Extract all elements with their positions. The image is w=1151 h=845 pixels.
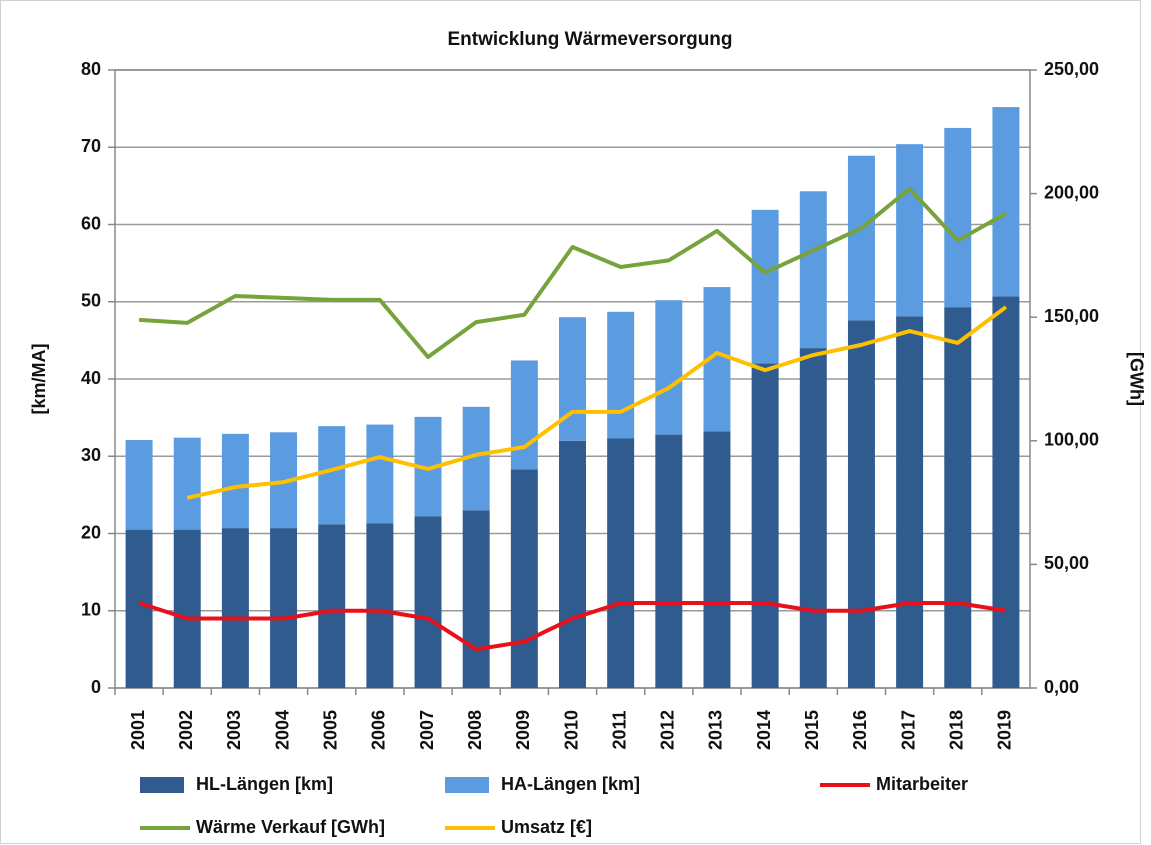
x-tick-label: 2011 <box>609 710 629 749</box>
bar-segment <box>847 320 875 688</box>
bar-segment <box>655 300 683 435</box>
bar-segment <box>510 469 538 688</box>
bar-segment <box>125 440 153 530</box>
x-tick-label: 2006 <box>369 710 389 750</box>
bar-segment <box>221 433 249 529</box>
x-tick-label: 2009 <box>513 710 533 750</box>
y2-axis-label: [GWh] <box>1126 352 1146 406</box>
bar-segment <box>510 360 538 470</box>
bar-segment <box>847 155 875 321</box>
x-tick-label: 2008 <box>465 710 485 750</box>
bar-segment <box>896 144 924 317</box>
legend-label: HL-Längen [km] <box>196 774 333 794</box>
bar-segment <box>366 523 394 688</box>
x-tick-label: 2012 <box>658 710 678 750</box>
y-tick-label: 50 <box>81 291 101 311</box>
chart-title: Entwicklung Wärmeversorgung <box>447 29 732 50</box>
bar-segment <box>318 426 346 525</box>
x-tick-label: 2004 <box>272 710 292 750</box>
bar-segment <box>559 440 586 688</box>
bar-segment <box>655 434 683 688</box>
line-series <box>186 305 1008 500</box>
legend-label: HA-Längen [km] <box>501 774 640 794</box>
y2-tick-label: 100,00 <box>1044 430 1099 450</box>
y-tick-label: 10 <box>81 600 101 620</box>
x-tick-label: 2003 <box>224 710 244 750</box>
x-tick-label: 2007 <box>417 710 437 750</box>
legend-label: Umsatz [€] <box>501 817 592 837</box>
x-tick-label: 2018 <box>947 710 967 750</box>
x-tick-label: 2016 <box>850 710 870 750</box>
bar-segment <box>799 191 827 349</box>
bar-segment <box>703 431 731 688</box>
bar-segment <box>414 516 442 688</box>
x-tick-label: 2017 <box>898 710 918 750</box>
bar-segment <box>992 107 1020 297</box>
bar-segment <box>221 528 249 688</box>
bar-segment <box>366 424 394 524</box>
y-axis-label: [km/MA] <box>29 344 49 415</box>
bar-segment <box>559 317 586 441</box>
y-tick-label: 0 <box>91 677 101 697</box>
x-tick-label: 2010 <box>561 710 581 750</box>
y-tick-label: 20 <box>81 522 101 542</box>
legend-label: Wärme Verkauf [GWh] <box>196 817 385 837</box>
bar-segment <box>462 510 490 688</box>
y-tick-label: 80 <box>81 59 101 79</box>
bar-segment <box>992 296 1020 688</box>
bar-segment <box>607 438 635 688</box>
bar-segment <box>270 528 298 688</box>
y2-tick-label: 0,00 <box>1044 677 1079 697</box>
legend-swatch <box>140 777 184 793</box>
line-series <box>138 601 1007 652</box>
x-tick-label: 2014 <box>754 710 774 750</box>
x-tick-label: 2002 <box>176 710 196 750</box>
bar-segment <box>751 209 779 364</box>
y-tick-label: 30 <box>81 445 101 465</box>
legend-swatch <box>445 777 489 793</box>
y2-tick-label: 50,00 <box>1044 553 1089 573</box>
bar-segment <box>896 316 924 688</box>
x-tick-label: 2015 <box>802 710 822 750</box>
bar-segment <box>318 524 346 688</box>
bar-segment <box>944 307 972 688</box>
line-series <box>138 186 1007 359</box>
bar-segment <box>125 529 153 688</box>
x-tick-label: 2019 <box>995 710 1015 750</box>
bar-segment <box>173 437 201 530</box>
y2-tick-label: 150,00 <box>1044 306 1099 326</box>
y2-tick-label: 200,00 <box>1044 182 1099 202</box>
x-tick-label: 2005 <box>320 710 340 750</box>
y-tick-label: 60 <box>81 213 101 233</box>
x-tick-label: 2013 <box>706 710 726 750</box>
bar-segment <box>944 127 972 308</box>
y-tick-label: 40 <box>81 368 101 388</box>
bar-segment <box>799 348 827 688</box>
y-tick-label: 70 <box>81 136 101 156</box>
bar-segment <box>751 363 779 688</box>
legend-label: Mitarbeiter <box>876 774 968 794</box>
bar-segment <box>173 529 201 688</box>
y2-tick-label: 250,00 <box>1044 59 1099 79</box>
bar-segment <box>607 311 635 439</box>
x-tick-label: 2001 <box>128 710 148 750</box>
